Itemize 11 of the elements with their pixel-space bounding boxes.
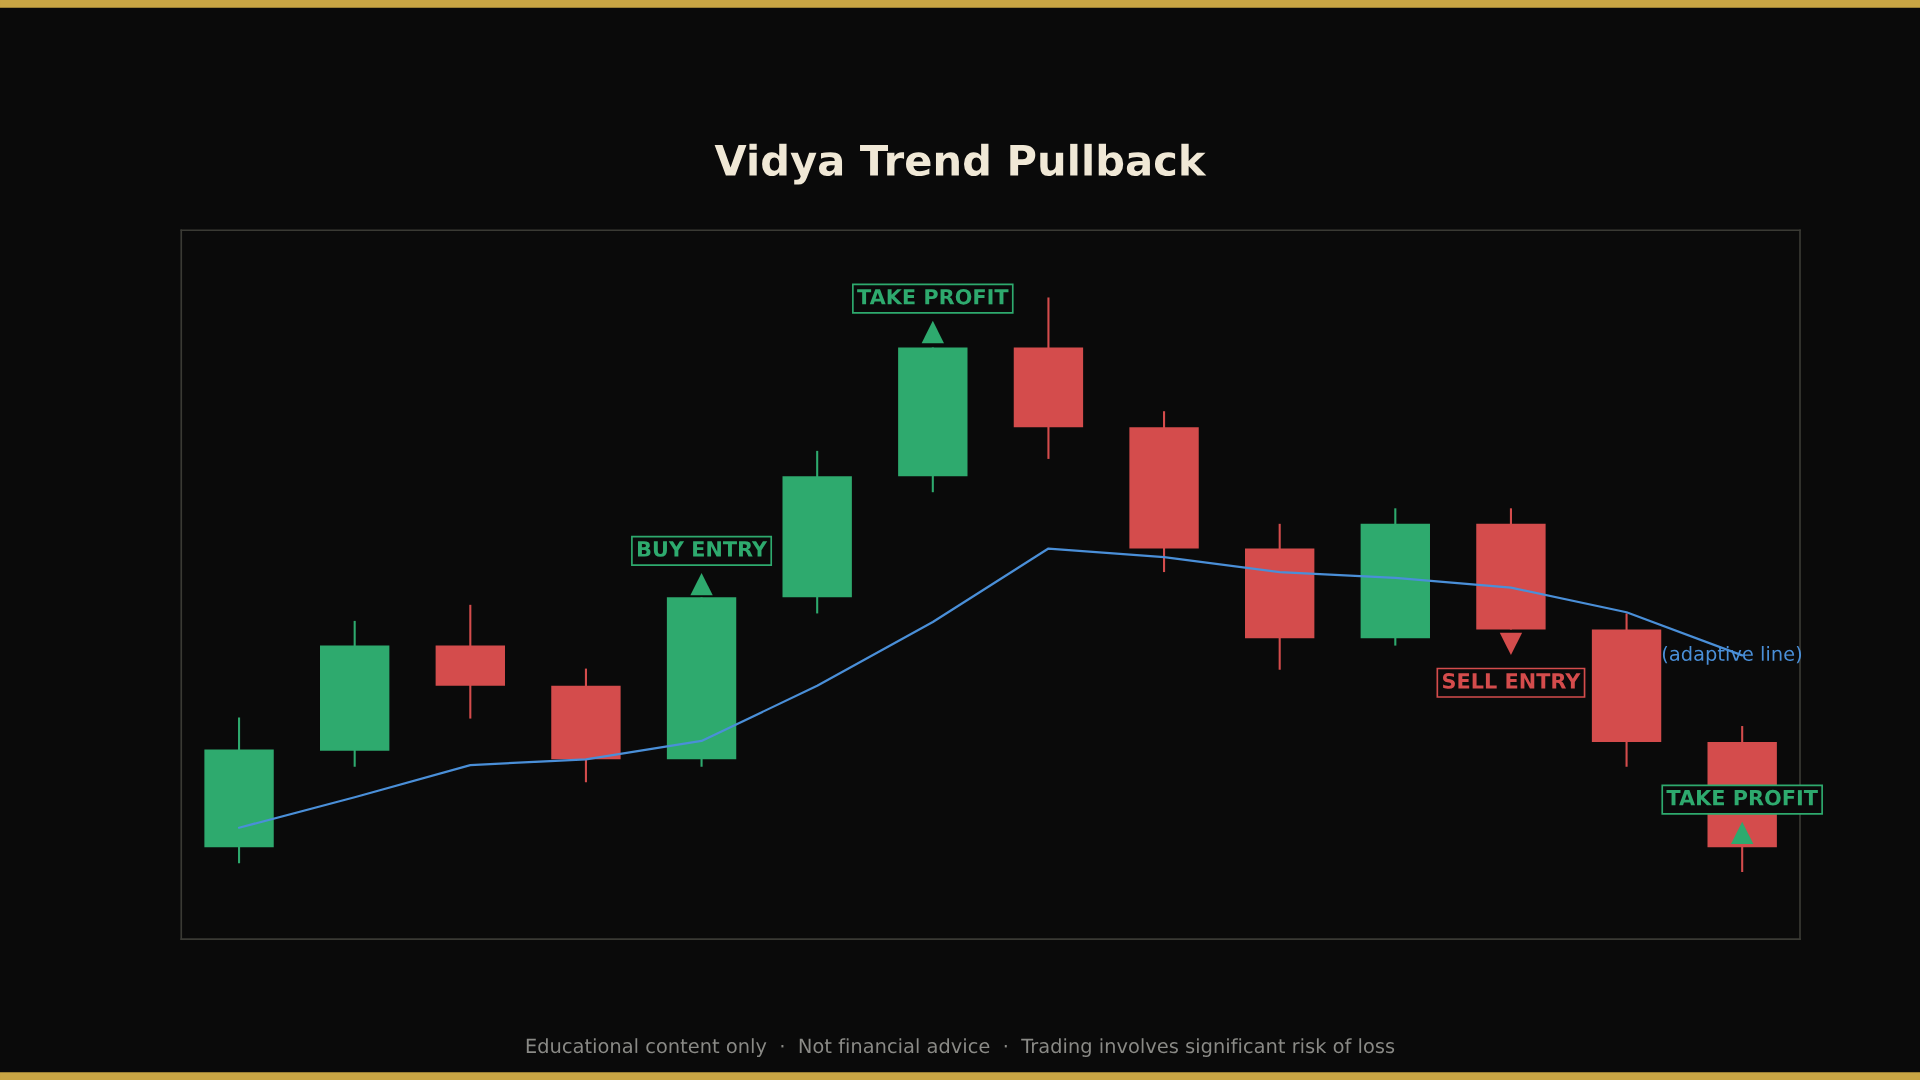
point <box>921 320 945 344</box>
series-label: (adaptive line) <box>1662 645 1802 665</box>
annotation: TAKE PROFIT <box>857 288 1009 305</box>
annotation: TAKE PROFIT <box>1666 789 1818 806</box>
annotation: BUY ENTRY <box>637 541 768 557</box>
annotation: SELL ENTRY <box>1442 673 1581 689</box>
text: Educational content only · Not financial advice · Trading involves significant risk of loss <box>526 1038 1395 1058</box>
point <box>690 572 713 596</box>
chart-title: Vidya Trend Pullback <box>714 143 1207 185</box>
point <box>1731 821 1754 845</box>
point <box>1499 632 1523 656</box>
